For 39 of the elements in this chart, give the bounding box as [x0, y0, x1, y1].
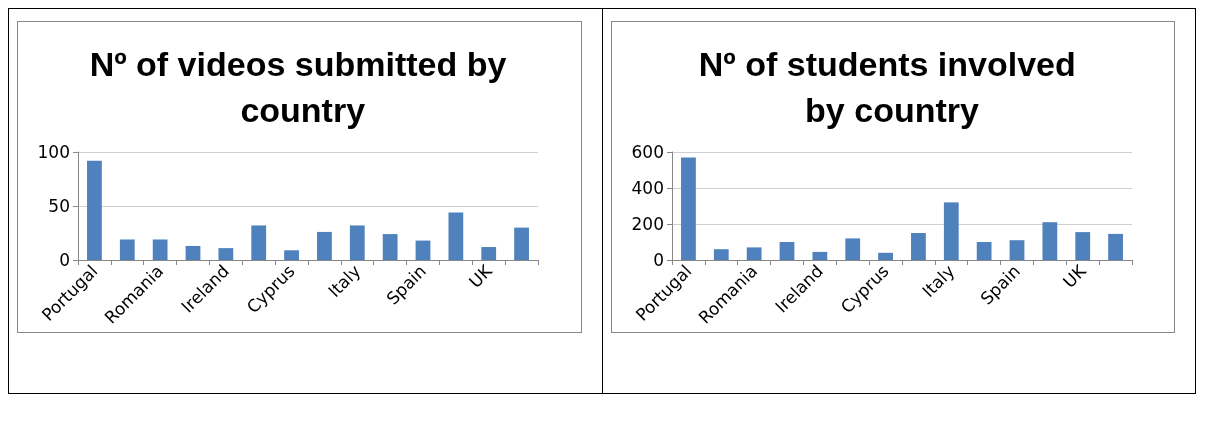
y-tick-label: 100	[37, 142, 70, 162]
bar	[1107, 233, 1123, 260]
bar	[976, 242, 992, 260]
bar	[910, 233, 926, 260]
y-tick-label: 200	[631, 214, 664, 234]
bar	[877, 252, 893, 260]
x-tick-label: UK	[1058, 260, 1090, 292]
bar	[811, 251, 827, 260]
bar	[746, 247, 762, 260]
chart-title: Nº of videos submitted by country	[89, 45, 507, 129]
bar	[349, 225, 365, 260]
bar	[415, 240, 431, 260]
y-tick-label: 50	[48, 196, 70, 216]
bar	[185, 245, 201, 260]
bar	[218, 248, 234, 260]
bar	[87, 160, 102, 260]
y-tick-label: 0	[59, 250, 70, 270]
bar	[317, 231, 332, 260]
y-tick-label: 600	[631, 142, 664, 162]
bar	[448, 212, 464, 260]
bar	[382, 234, 398, 260]
bar	[251, 225, 267, 260]
bar	[713, 249, 729, 260]
bar	[1074, 232, 1090, 260]
x-tick-label: UK	[464, 260, 497, 292]
bar	[119, 239, 135, 260]
bar	[844, 238, 860, 260]
chart-title: Nº of students involved by country	[698, 45, 1085, 129]
bar	[152, 239, 168, 260]
bar	[1041, 222, 1057, 260]
y-tick-label: 400	[631, 178, 664, 198]
bar	[514, 227, 529, 260]
bar	[1009, 240, 1024, 260]
bar	[943, 202, 959, 260]
bar	[481, 247, 497, 260]
bar	[680, 157, 696, 260]
y-tick-label: 0	[652, 250, 664, 270]
bar	[779, 242, 794, 260]
bar	[284, 250, 299, 260]
